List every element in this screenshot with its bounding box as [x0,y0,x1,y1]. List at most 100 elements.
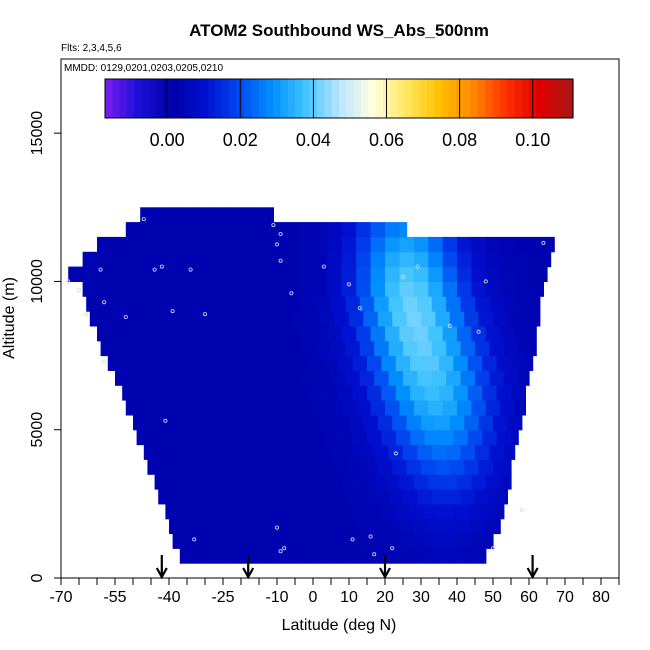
heatmap-cell [449,414,465,431]
heatmap-cell [356,325,372,342]
heatmap-cell [183,281,199,297]
heatmap-cell [374,370,390,386]
heatmap-cell [431,370,447,386]
heatmap-cell [208,385,224,401]
sample-point [141,217,146,222]
heatmap-cell [496,429,512,446]
heatmap-cell [453,503,469,520]
heatmap-cell [97,266,112,282]
heatmap-cell [467,503,483,520]
chart-title: ATOM2 Southbound WS_Abs_500nm [189,21,489,40]
heatmap-cell [277,414,292,431]
heatmap-cell [212,251,228,268]
heatmap-cell [525,355,534,371]
heatmap-cell [133,414,148,431]
heatmap-cell [377,459,393,475]
heatmap-cell [503,370,519,386]
heatmap-cell [482,385,498,401]
heatmap-cell [334,311,350,327]
heatmap-cell [482,503,498,520]
heatmap-cell [331,489,346,505]
heatmap-cell [230,296,246,312]
sample-point [393,451,398,456]
heatmap-cell [359,340,375,357]
heatmap-cell [223,385,238,401]
colorbar-segment [148,79,157,118]
heatmap-cell [417,340,433,357]
heatmap-cell [377,414,393,431]
heatmap-cell [309,548,325,564]
heatmap-cell [374,444,390,460]
heatmap-cell [284,222,300,238]
colorbar-segment [419,79,428,118]
heatmap-cell [485,474,501,490]
heatmap-cell [241,236,256,253]
heatmap-cell [323,355,339,371]
y-axis: 0 5000 10000 15000 [29,111,61,582]
heatmap-cell [403,370,418,386]
colorbar-segment [536,79,545,118]
heatmap-cell [111,281,127,297]
heatmap-cell [111,236,127,253]
heatmap-cell [331,340,346,357]
heatmap-cell [169,251,184,268]
heatmap-cell [280,355,296,371]
heatmap-cell [273,533,289,549]
colorbar-segment [514,79,523,118]
sample-point [400,274,405,279]
heatmap-cell [446,533,462,549]
sample-point [274,242,279,247]
x-tick-label: -25 [211,589,234,606]
heatmap-cell [471,251,487,268]
heatmap-cell [172,533,188,549]
heatmap-cell [197,266,213,282]
flights-label: Flts: 2,3,4,5,6 [61,43,122,54]
heatmap-cell [259,296,274,312]
heatmap-cell [500,281,516,297]
heatmap-cell [255,266,271,282]
sample-point [541,240,546,245]
heatmap-cell [226,325,242,342]
heatmap-cell [179,429,195,446]
heatmap-cell [352,355,368,371]
heatmap-cell [241,251,256,268]
heatmap-cell [158,444,174,460]
heatmap-cell [410,385,426,401]
heatmap-cell [453,429,469,446]
heatmap-cell [197,281,213,297]
heatmap-cell [399,400,415,416]
x-tick-label: -70 [49,589,72,606]
heatmap-cell [187,370,202,386]
sample-point [519,507,524,512]
colorbar-segment [229,79,238,118]
sample-point [202,312,207,317]
heatmap-cell [215,370,231,386]
heatmap-cell [129,370,145,386]
heatmap-cell [129,340,145,357]
heatmap-cell [280,429,296,446]
heatmap-cell [255,474,271,490]
heatmap-cell [291,459,307,475]
heatmap-cell [417,370,433,386]
heatmap-cell [428,236,444,253]
heatmap-cell [392,414,408,431]
heatmap-cell [147,459,163,475]
heatmap-cell [205,311,220,327]
heatmap-cell [136,385,152,401]
heatmap-cell [208,429,224,446]
heatmap-cell [176,414,192,431]
colorbar-segment [397,79,406,118]
sample-point [123,314,128,319]
heatmap-cell [194,385,210,401]
heatmap-cell [413,281,429,297]
heatmap-cell [489,533,494,549]
heatmap-cell [226,207,242,223]
heatmap-cell [370,251,386,268]
heatmap-cell [496,355,512,371]
heatmap-cell [241,518,256,535]
heatmap-cell [485,251,501,268]
heatmap-cell [471,236,487,253]
heatmap-cell [345,489,361,505]
heatmap-cell [241,266,256,282]
heatmap-cell [442,236,458,253]
